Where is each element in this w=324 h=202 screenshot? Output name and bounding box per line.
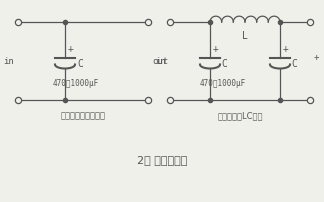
Text: L: L bbox=[242, 31, 248, 41]
Text: 电源滤波－电容滤波: 电源滤波－电容滤波 bbox=[61, 112, 106, 121]
Text: in: in bbox=[155, 57, 166, 65]
Text: +: + bbox=[213, 44, 219, 54]
Text: 电源滤波－LC滤波: 电源滤波－LC滤波 bbox=[217, 112, 263, 121]
Text: +: + bbox=[283, 44, 289, 54]
Text: 470～1000μF: 470～1000μF bbox=[53, 79, 99, 87]
Text: C: C bbox=[77, 59, 83, 69]
Text: +: + bbox=[68, 44, 74, 54]
Text: C: C bbox=[221, 59, 227, 69]
Text: 2。 电源滤波器: 2。 电源滤波器 bbox=[137, 155, 187, 165]
Text: C: C bbox=[291, 59, 297, 69]
Text: + out: + out bbox=[314, 53, 324, 61]
Text: 470～1000μF: 470～1000μF bbox=[200, 79, 246, 87]
Text: out: out bbox=[152, 57, 168, 65]
Text: in: in bbox=[3, 57, 14, 65]
